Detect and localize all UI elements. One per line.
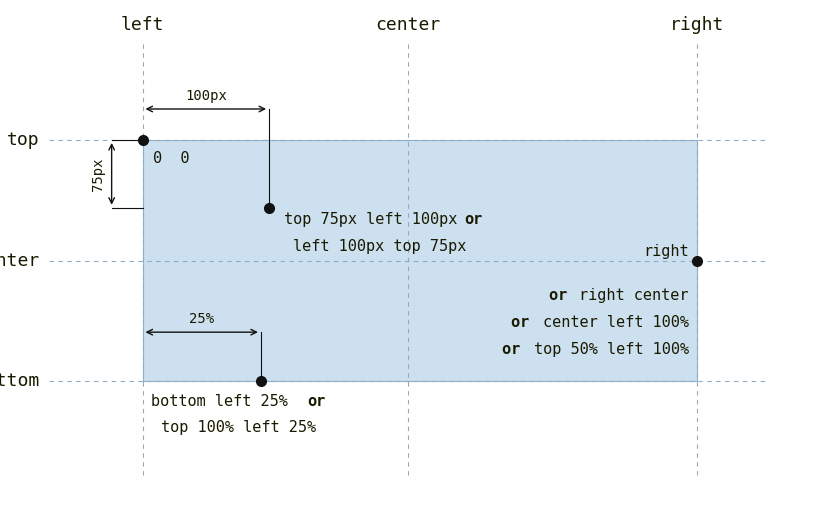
Text: right: right xyxy=(670,16,724,34)
Text: center: center xyxy=(0,252,39,270)
Text: or: or xyxy=(502,342,530,357)
Text: bottom: bottom xyxy=(0,373,39,390)
Text: top 50% left 100%: top 50% left 100% xyxy=(534,342,689,357)
Text: 25%: 25% xyxy=(189,312,214,326)
Text: top: top xyxy=(7,131,39,149)
Text: center: center xyxy=(375,16,440,34)
Text: or: or xyxy=(548,288,576,303)
Text: center left 100%: center left 100% xyxy=(543,315,689,330)
Bar xyxy=(143,140,697,381)
Text: 0  0: 0 0 xyxy=(153,151,190,166)
Text: top 75px left 100px: top 75px left 100px xyxy=(284,212,466,227)
Text: left 100px top 75px: left 100px top 75px xyxy=(293,239,467,254)
Text: left: left xyxy=(121,16,165,34)
Text: or: or xyxy=(511,315,539,330)
Text: right: right xyxy=(643,244,689,260)
Text: 75px: 75px xyxy=(91,157,105,190)
Text: right center: right center xyxy=(579,288,689,303)
Text: 100px: 100px xyxy=(185,89,227,103)
Text: or: or xyxy=(465,212,482,227)
Text: or: or xyxy=(307,394,325,409)
Text: top 100% left 25%: top 100% left 25% xyxy=(161,420,315,435)
Text: bottom left 25%: bottom left 25% xyxy=(151,394,297,409)
